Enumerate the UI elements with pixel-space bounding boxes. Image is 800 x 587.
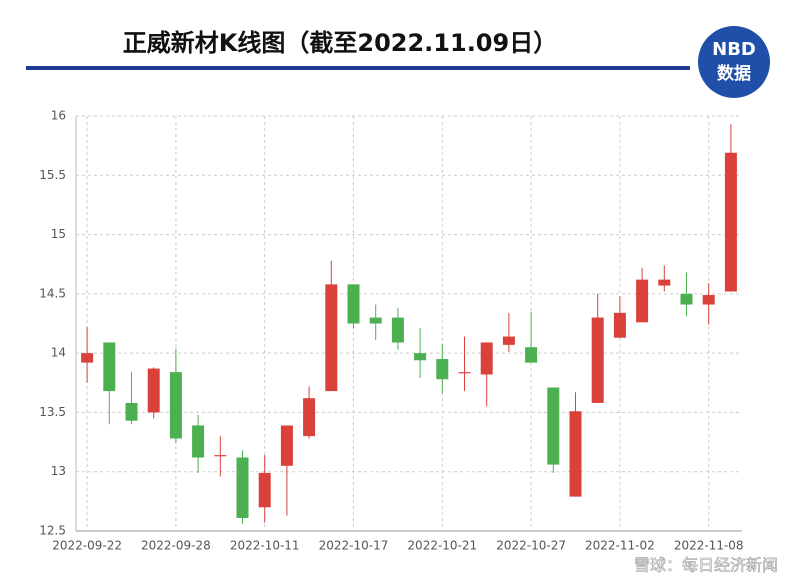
candle-body bbox=[81, 353, 94, 363]
x-tick-label: 2022-10-27 bbox=[496, 539, 566, 553]
candle-body bbox=[147, 368, 160, 413]
x-tick-label: 2022-10-17 bbox=[319, 539, 389, 553]
logo-text: NBD bbox=[712, 39, 756, 60]
candle-body bbox=[547, 387, 560, 465]
x-tick-label: 2022-09-22 bbox=[52, 539, 122, 553]
candle-body bbox=[236, 457, 249, 518]
candle-body bbox=[280, 425, 293, 466]
candle-body bbox=[525, 347, 538, 363]
y-tick-label: 16 bbox=[51, 109, 66, 123]
y-tick-label: 15 bbox=[51, 227, 66, 241]
y-tick-label: 13.5 bbox=[39, 405, 66, 419]
candle-body bbox=[636, 279, 649, 323]
x-tick-label: 2022-09-28 bbox=[141, 539, 211, 553]
candle-body bbox=[347, 284, 360, 324]
y-tick-label: 14 bbox=[51, 346, 66, 360]
candle-body bbox=[103, 342, 116, 392]
candle-body bbox=[480, 342, 493, 375]
y-tick-label: 13 bbox=[51, 464, 66, 478]
candle-body bbox=[414, 353, 427, 361]
y-tick-label: 14.5 bbox=[39, 286, 66, 300]
candle-body bbox=[436, 359, 449, 380]
candle-body bbox=[458, 372, 471, 374]
candle-body bbox=[591, 317, 604, 403]
candle-body bbox=[125, 402, 138, 421]
footer-watermark: 雪球：每日经济新闻 bbox=[634, 556, 778, 575]
y-tick-label: 12.5 bbox=[39, 524, 66, 538]
candle-body bbox=[169, 372, 182, 439]
title-rule bbox=[26, 66, 690, 70]
candle-body bbox=[325, 284, 338, 392]
candle-body bbox=[680, 293, 693, 305]
x-tick-label: 2022-10-21 bbox=[407, 539, 477, 553]
candle-body bbox=[502, 336, 515, 345]
x-tick-label: 2022-11-08 bbox=[674, 539, 744, 553]
chart-title: 正威新材K线图（截至2022.11.09日） bbox=[123, 29, 557, 57]
y-tick-label: 15.5 bbox=[39, 168, 66, 182]
candle-body bbox=[391, 317, 404, 343]
candle-body bbox=[369, 317, 382, 324]
logo-badge bbox=[698, 26, 770, 98]
candle-body bbox=[214, 455, 227, 457]
x-tick-label: 2022-11-02 bbox=[585, 539, 655, 553]
candle-body bbox=[258, 472, 271, 508]
candle-body bbox=[724, 152, 737, 292]
logo-text: 数据 bbox=[717, 63, 751, 84]
candle-body bbox=[192, 425, 205, 458]
candle-body bbox=[658, 279, 671, 286]
candle-body bbox=[613, 312, 626, 338]
x-tick-label: 2022-10-11 bbox=[230, 539, 300, 553]
candle-body bbox=[569, 411, 582, 497]
candle-body bbox=[303, 398, 316, 437]
candle-body bbox=[702, 295, 715, 305]
